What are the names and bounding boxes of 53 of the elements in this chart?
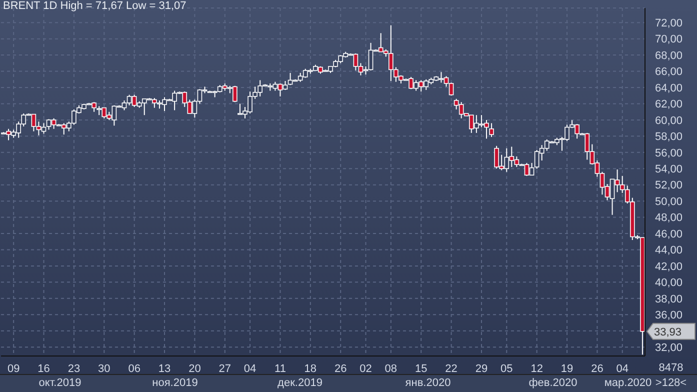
text: янв.2020 [405, 377, 451, 389]
x-tick-label: 23 [68, 362, 80, 375]
x-tick-label: 26 [334, 362, 347, 375]
x-tick-label: 16 [38, 362, 50, 375]
text: окт.2019 [38, 377, 82, 389]
text: >128< [655, 377, 687, 389]
x-tick-label: 30 [98, 362, 110, 375]
y-tick-label: 52,00 [655, 180, 683, 192]
y-tick-label: 64,00 [655, 82, 683, 94]
y-tick-label: 56,00 [655, 147, 683, 160]
y-tick-label: 40,00 [655, 277, 683, 290]
x-tick-label: 18 [304, 362, 317, 375]
y-tick-label: 58,00 [655, 131, 683, 144]
x-tick-label: 13 [158, 362, 171, 375]
x-tick-label: 19 [560, 362, 574, 375]
x-tick-label: 15 [414, 362, 428, 375]
y-tick-label: 70,00 [655, 34, 683, 46]
x-tick-label: 09 [7, 362, 20, 375]
x-tick-label: 20 [188, 362, 201, 375]
text: ноя.2019 [152, 377, 198, 389]
y-tick-label: 42,00 [655, 260, 683, 273]
x-tick-label: 12 [530, 362, 543, 375]
x-tick-label: 04 [244, 362, 256, 375]
y-tick-label: 54,00 [655, 164, 683, 176]
x-tick-label: 11 [274, 362, 286, 375]
y-tick-label: 38,00 [655, 293, 683, 306]
y-tick-label: 46,00 [655, 228, 683, 240]
x-tick-label: 26 [591, 362, 604, 375]
y-tick-label: 72,00 [655, 18, 683, 30]
y-tick-label: 50,00 [655, 196, 683, 208]
y-tick-label: 32,00 [655, 342, 683, 354]
y-tick-label: 60,00 [655, 114, 683, 127]
x-tick-label: 04 [616, 362, 628, 375]
x-tick-label: 08 [384, 362, 398, 375]
text: фев.2020 [528, 377, 578, 389]
text: дек.2019 [278, 377, 322, 389]
text: 8478 [658, 362, 684, 374]
y-tick-label: 68,00 [655, 50, 683, 62]
y-tick-label: 62,00 [655, 98, 683, 111]
y-tick-label: 48,00 [655, 212, 683, 224]
candlestick [489, 122, 494, 138]
x-tick-label: 05 [500, 362, 513, 375]
x-tick-label: 29 [475, 362, 488, 375]
x-tick-label: 22 [445, 362, 458, 375]
text: 33,93 [654, 326, 682, 338]
y-tick-label: 36,00 [655, 310, 683, 322]
y-tick-label: 44,00 [655, 244, 683, 257]
x-tick-label: 06 [128, 362, 140, 375]
chart-title: BRENT 1D High = 71,67 Low = 31,07 [3, 0, 186, 12]
text: мар.2020 [604, 377, 652, 389]
y-tick-label: 66,00 [655, 66, 683, 78]
x-tick-label: 02 [360, 362, 372, 375]
x-tick-label: 27 [218, 362, 232, 375]
